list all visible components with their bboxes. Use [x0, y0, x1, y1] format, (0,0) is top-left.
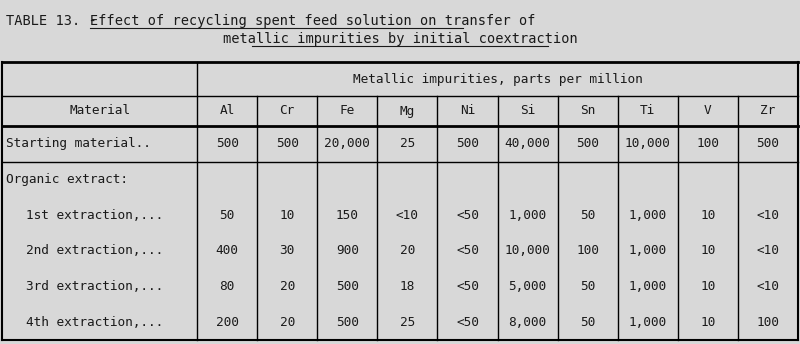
- Text: <10: <10: [757, 280, 779, 293]
- Text: Ni: Ni: [460, 105, 475, 118]
- Text: V: V: [704, 105, 712, 118]
- Text: Ti: Ti: [640, 105, 655, 118]
- Text: Mg: Mg: [400, 105, 415, 118]
- Text: 1,000: 1,000: [629, 209, 667, 222]
- Text: 2nd extraction,...: 2nd extraction,...: [26, 244, 163, 257]
- Text: 10,000: 10,000: [625, 137, 670, 150]
- Text: TABLE 13. -: TABLE 13. -: [6, 14, 105, 28]
- Text: 10: 10: [279, 209, 294, 222]
- Text: 900: 900: [336, 244, 358, 257]
- Text: 10: 10: [700, 316, 715, 329]
- Text: 500: 500: [336, 280, 358, 293]
- Text: 20,000: 20,000: [324, 137, 370, 150]
- Text: 100: 100: [697, 137, 719, 150]
- Text: 200: 200: [216, 316, 238, 329]
- Text: 400: 400: [216, 244, 238, 257]
- Text: <50: <50: [456, 280, 479, 293]
- Text: 1,000: 1,000: [629, 316, 667, 329]
- Text: <50: <50: [456, 244, 479, 257]
- Text: metallic impurities by initial coextraction: metallic impurities by initial coextract…: [222, 32, 578, 46]
- Text: <10: <10: [396, 209, 419, 222]
- Text: Organic extract:: Organic extract:: [6, 173, 128, 186]
- Text: 500: 500: [576, 137, 599, 150]
- Text: 5,000: 5,000: [509, 280, 546, 293]
- Text: 1,000: 1,000: [629, 244, 667, 257]
- Text: 40,000: 40,000: [505, 137, 550, 150]
- Text: 8,000: 8,000: [509, 316, 546, 329]
- Text: 100: 100: [576, 244, 599, 257]
- Text: 150: 150: [336, 209, 358, 222]
- Text: 10: 10: [700, 244, 715, 257]
- Text: Effect of recycling spent feed solution on transfer of: Effect of recycling spent feed solution …: [90, 14, 535, 28]
- Text: 25: 25: [400, 316, 415, 329]
- Text: Fe: Fe: [340, 105, 355, 118]
- Text: 500: 500: [216, 137, 238, 150]
- Text: 20: 20: [279, 316, 294, 329]
- Text: 500: 500: [276, 137, 298, 150]
- Text: 30: 30: [279, 244, 294, 257]
- Text: Cr: Cr: [279, 105, 294, 118]
- Text: 500: 500: [456, 137, 479, 150]
- Text: 1,000: 1,000: [509, 209, 546, 222]
- Text: Material: Material: [69, 105, 130, 118]
- Text: 500: 500: [757, 137, 779, 150]
- Text: 50: 50: [580, 316, 595, 329]
- Text: 1,000: 1,000: [629, 280, 667, 293]
- Text: 10,000: 10,000: [505, 244, 550, 257]
- Text: 100: 100: [757, 316, 779, 329]
- Text: 18: 18: [400, 280, 415, 293]
- Text: Al: Al: [219, 105, 234, 118]
- Text: <10: <10: [757, 209, 779, 222]
- Text: <50: <50: [456, 209, 479, 222]
- Text: 50: 50: [580, 209, 595, 222]
- Text: 500: 500: [336, 316, 358, 329]
- Text: Zr: Zr: [760, 105, 775, 118]
- Text: <50: <50: [456, 316, 479, 329]
- Text: 80: 80: [219, 280, 234, 293]
- Text: Si: Si: [520, 105, 535, 118]
- Text: 20: 20: [279, 280, 294, 293]
- Text: Starting material..: Starting material..: [6, 137, 151, 150]
- Text: 4th extraction,...: 4th extraction,...: [26, 316, 163, 329]
- Text: <10: <10: [757, 244, 779, 257]
- Text: 10: 10: [700, 280, 715, 293]
- Text: 25: 25: [400, 137, 415, 150]
- Text: Metallic impurities, parts per million: Metallic impurities, parts per million: [353, 73, 642, 86]
- Text: Sn: Sn: [580, 105, 595, 118]
- Text: 20: 20: [400, 244, 415, 257]
- Text: 10: 10: [700, 209, 715, 222]
- Text: 3rd extraction,...: 3rd extraction,...: [26, 280, 163, 293]
- Text: 50: 50: [580, 280, 595, 293]
- Text: 50: 50: [219, 209, 234, 222]
- Text: 1st extraction,...: 1st extraction,...: [26, 209, 163, 222]
